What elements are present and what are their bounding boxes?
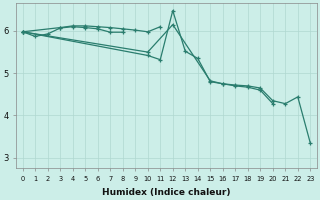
X-axis label: Humidex (Indice chaleur): Humidex (Indice chaleur) [102,188,231,197]
